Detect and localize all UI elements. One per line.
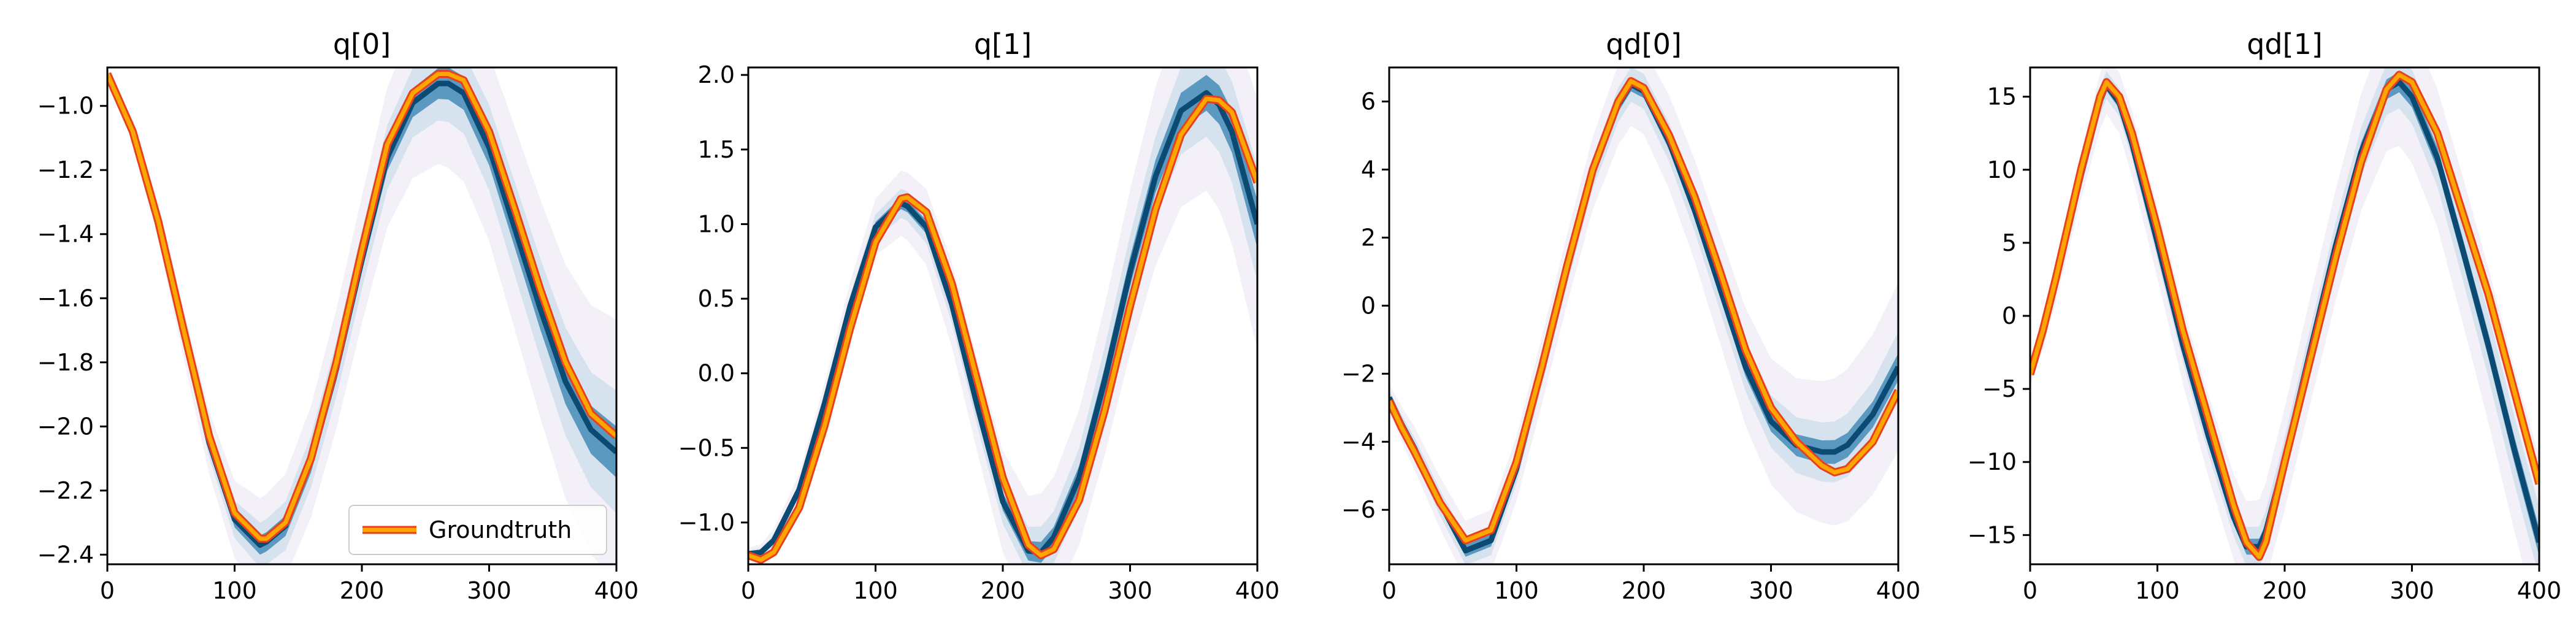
- y-tick-label: −1.4: [37, 221, 94, 248]
- posterior-haze: [748, 67, 1257, 564]
- panel-qd[0]: qd[0] 0 100 200 300 400 −6 −4 −2 0 2 4 6: [1341, 28, 1920, 604]
- x-tick-label: 400: [1235, 577, 1280, 604]
- legend-box: [348, 505, 607, 555]
- plot-area: [1389, 67, 1898, 564]
- y-tick-label: −2.0: [37, 413, 94, 440]
- panel-title: q[1]: [974, 28, 1032, 61]
- y-tick-label: −1.6: [37, 285, 94, 312]
- y-tick-label: 1.5: [698, 136, 735, 163]
- x-tick-label: 300: [467, 577, 512, 604]
- y-tick-label: −2.2: [37, 477, 94, 504]
- plot-area: [2030, 67, 2539, 564]
- x-tick-label: 300: [1749, 577, 1793, 604]
- y-tick-label: 0: [2002, 302, 2017, 329]
- y-tick-label: −15: [1968, 521, 2017, 548]
- x-tick-label: 0: [1382, 577, 1397, 604]
- panel-title: qd[1]: [2247, 28, 2323, 61]
- y-tick-label: −1.8: [37, 349, 94, 376]
- x-tick-label: 0: [2023, 577, 2037, 604]
- y-tick-label: 2.0: [698, 61, 735, 88]
- x-tick-label: 400: [594, 577, 639, 604]
- y-tick-label: −1.0: [37, 93, 94, 120]
- x-tick-label: 100: [853, 577, 898, 604]
- y-tick-label: 15: [1987, 83, 2017, 110]
- panel-q[1]: q[1] 0 100 200 300 400 −1.0 −0.5 0.0 0.5 1.0 1.5 2.0: [678, 28, 1280, 604]
- y-tick-label: −10: [1968, 448, 2017, 475]
- y-tick-label: 2: [1361, 224, 1376, 251]
- plot-area: [107, 67, 616, 564]
- x-tick-label: 300: [1108, 577, 1152, 604]
- y-tick-label: 10: [1987, 156, 2017, 183]
- posterior-mean-line: [748, 90, 1257, 557]
- groundtruth-line: [1389, 79, 1898, 543]
- groundtruth-line: [107, 71, 616, 541]
- y-tick-label: −4: [1341, 428, 1376, 455]
- y-tick-label: −1.0: [678, 509, 735, 536]
- posterior-haze: [2030, 67, 2539, 564]
- y-tick-label: 0.0: [698, 360, 735, 387]
- x-tick-label: 300: [2390, 577, 2434, 604]
- x-tick-label: 200: [981, 577, 1025, 604]
- posterior-haze: [107, 67, 616, 564]
- y-tick-label: 5: [2002, 229, 2017, 256]
- legend: Groundtruth: [348, 505, 607, 555]
- posterior-band-outer: [1389, 67, 1898, 564]
- x-tick-label: 100: [2135, 577, 2180, 604]
- y-tick-label: −5: [1982, 375, 2017, 402]
- panel-title: q[0]: [333, 28, 391, 61]
- y-tick-label: −0.5: [678, 434, 735, 461]
- x-tick-label: 0: [100, 577, 115, 604]
- y-tick-label: −1.2: [37, 156, 94, 183]
- y-tick-label: 0.5: [698, 285, 735, 312]
- x-tick-label: 200: [340, 577, 385, 604]
- posterior-haze: [1389, 67, 1898, 564]
- panel-title: qd[0]: [1606, 28, 1682, 61]
- x-tick-label: 0: [741, 577, 756, 604]
- groundtruth-line: [748, 96, 1257, 562]
- y-tick-label: −2.4: [37, 541, 94, 568]
- y-tick-label: 1.0: [698, 210, 735, 237]
- y-tick-label: −2: [1341, 360, 1376, 387]
- legend-label: Groundtruth: [429, 516, 572, 543]
- x-tick-label: 400: [2517, 577, 2562, 604]
- panel-qd[1]: qd[1] 0 100 200 300 400 −15 −10 −5 0 5 10 15: [1968, 28, 2562, 604]
- plot-area: [748, 67, 1257, 564]
- x-tick-label: 400: [1876, 577, 1921, 604]
- x-tick-label: 200: [2263, 577, 2307, 604]
- x-tick-label: 100: [212, 577, 257, 604]
- y-tick-label: −6: [1341, 496, 1376, 523]
- y-tick-label: 0: [1361, 292, 1376, 319]
- groundtruth-line: [2030, 72, 2539, 559]
- x-tick-label: 100: [1494, 577, 1539, 604]
- y-tick-label: 6: [1361, 88, 1376, 115]
- panel-q[0]: q[0] 0 100 200 300 400 −2.4 −2.2 −2.0 −1.8 −1.6 −1.…: [37, 28, 639, 604]
- y-tick-label: 4: [1361, 156, 1376, 183]
- x-tick-label: 200: [1622, 577, 1666, 604]
